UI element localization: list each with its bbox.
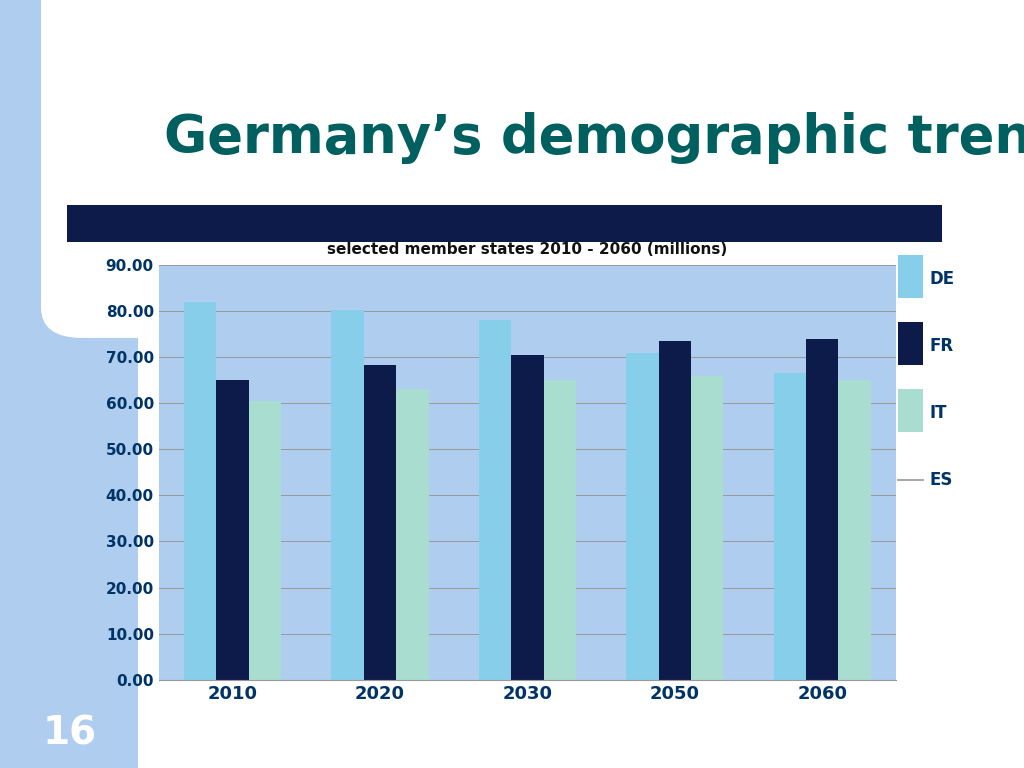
Bar [773,373,806,680]
Bar [806,339,839,680]
Bar [216,380,249,680]
Bar [691,376,724,680]
Text: Germany’s demographic trends: Germany’s demographic trends [164,112,1024,164]
Bar [544,380,577,680]
Text: FR: FR [930,337,954,355]
Bar [396,389,429,680]
Text: IT: IT [930,404,947,422]
FancyBboxPatch shape [0,200,1024,247]
Bar [511,355,544,680]
Bar [658,341,691,680]
Title: Figure: Eurozone population projections
selected member states 2010 - 2060 (mill: Figure: Eurozone population projections … [328,224,727,257]
Bar [331,310,364,680]
Bar [478,320,511,680]
Bar [249,402,282,680]
Text: ES: ES [930,472,953,489]
Bar [183,302,216,680]
Text: DE: DE [930,270,955,288]
Bar [364,365,396,680]
Bar [626,353,658,680]
Bar [839,380,871,680]
Text: 16: 16 [43,714,96,753]
